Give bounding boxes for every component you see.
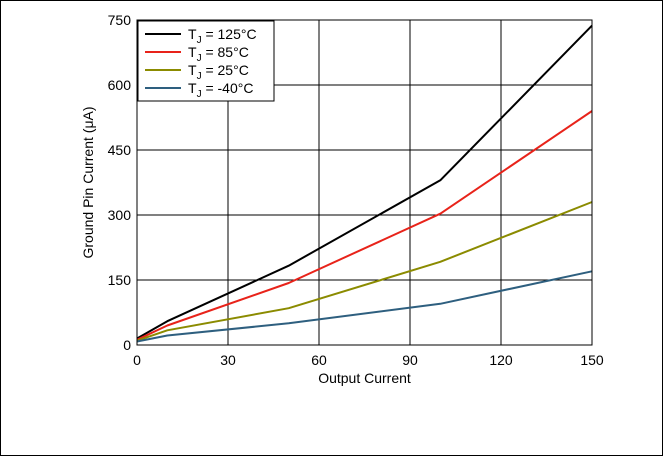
x-tick-label: 60 <box>311 352 327 368</box>
y-axis-label: Ground Pin Current (μA) <box>80 106 96 258</box>
series-layer <box>136 24 593 343</box>
y-tick-label: 450 <box>108 142 132 158</box>
x-tick-label: 150 <box>580 352 604 368</box>
x-tick-label: 90 <box>402 352 418 368</box>
tick-labels: 0 30 60 90 120 150 0 150 300 450 600 750 <box>108 12 604 368</box>
y-tick-label: 300 <box>108 207 132 223</box>
x-tick-label: 120 <box>489 352 513 368</box>
y-tick-label: 600 <box>108 77 132 93</box>
series-line-1 <box>136 110 593 341</box>
x-tick-label: 30 <box>220 352 236 368</box>
legend: TJ = 125°CTJ = 85°CTJ = 25°CTJ = -40°C <box>137 20 275 102</box>
series-line-3 <box>136 270 593 343</box>
series-line-0 <box>136 24 593 340</box>
plot-area-border <box>136 19 593 346</box>
x-tick-label: 0 <box>133 352 141 368</box>
series-line-2 <box>136 201 593 342</box>
y-tick-label: 150 <box>108 272 132 288</box>
y-tick-label: 750 <box>108 12 132 28</box>
legend-label: TJ = -40°C <box>188 80 253 100</box>
legend-label: TJ = 25°C <box>188 62 249 82</box>
x-axis-label: Output Current <box>318 370 411 386</box>
legend-label: TJ = 125°C <box>188 26 257 46</box>
legend-label: TJ = 85°C <box>188 44 249 64</box>
y-tick-label: 0 <box>123 337 131 353</box>
